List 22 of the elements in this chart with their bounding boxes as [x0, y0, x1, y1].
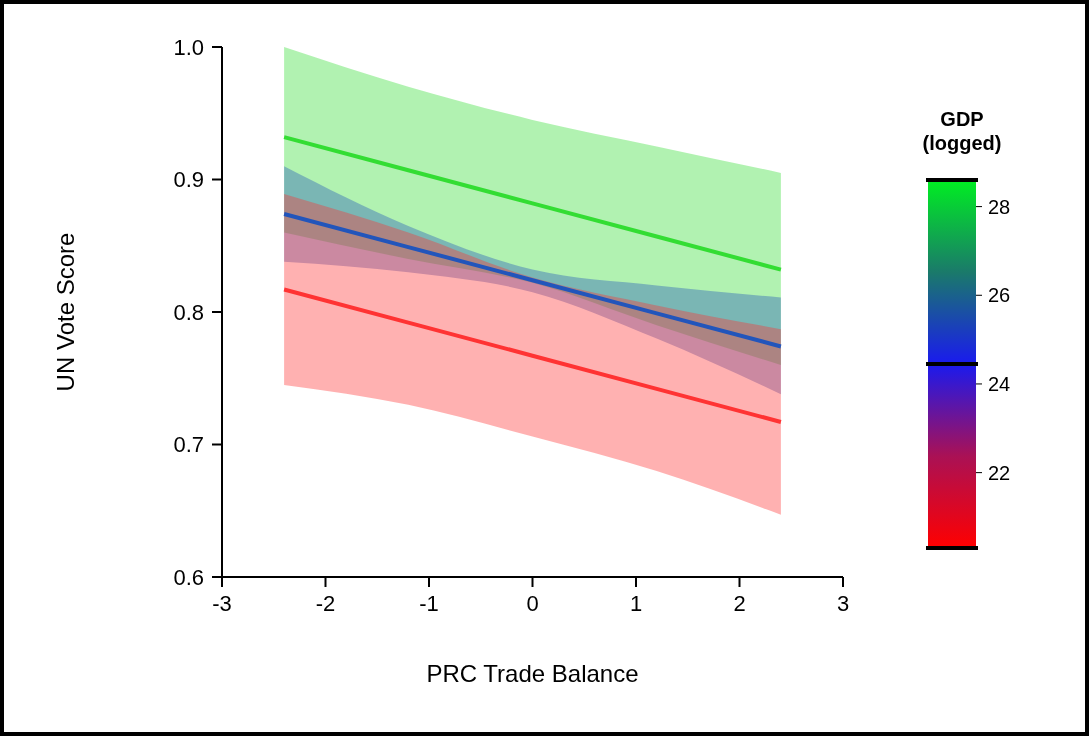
x-tick-label: -2	[315, 590, 336, 616]
y-tick-label: 0.9	[173, 167, 204, 193]
color-bar-title: GDP (logged)	[922, 108, 1002, 154]
y-tick-label: 1.0	[173, 34, 204, 60]
y-tick-label: 0.6	[173, 564, 204, 590]
y-tick-label: 0.7	[173, 432, 204, 458]
x-tick-label: -3	[212, 590, 232, 616]
y-axis-title: UN Vote Score	[51, 232, 79, 392]
color-bar-label: 26	[988, 284, 1011, 307]
color-bar-label: 22	[988, 461, 1011, 484]
x-tick-label: 2	[733, 590, 746, 616]
y-tick-label: 0.8	[173, 299, 204, 325]
line-series	[282, 287, 783, 424]
line-series	[282, 135, 783, 272]
x-tick-label: 3	[836, 590, 850, 616]
x-axis-title: PRC Trade Balance	[426, 660, 639, 687]
x-tick-label: 0	[526, 590, 539, 616]
color-bar-label: 24	[988, 372, 1011, 395]
color-bar-label: 28	[988, 195, 1011, 218]
x-tick-label: 1	[629, 590, 643, 616]
x-tick-label: -1	[419, 590, 439, 616]
line-series	[282, 211, 783, 349]
